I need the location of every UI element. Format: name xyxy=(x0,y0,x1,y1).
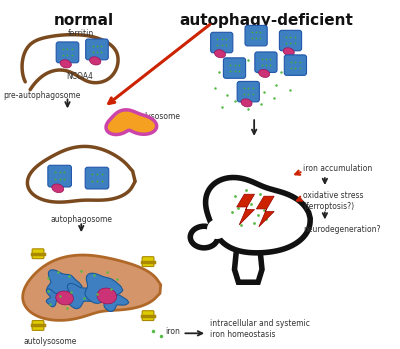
Polygon shape xyxy=(46,289,68,307)
Polygon shape xyxy=(47,270,82,299)
Ellipse shape xyxy=(207,220,227,239)
Polygon shape xyxy=(28,147,135,202)
Ellipse shape xyxy=(259,69,270,77)
Polygon shape xyxy=(256,196,274,227)
Ellipse shape xyxy=(90,57,101,65)
Polygon shape xyxy=(234,250,262,282)
Polygon shape xyxy=(106,110,157,134)
FancyBboxPatch shape xyxy=(85,167,109,189)
Text: lysosome: lysosome xyxy=(144,112,180,121)
Text: intracellular and systemic
iron homeostasis: intracellular and systemic iron homeosta… xyxy=(210,319,310,340)
Ellipse shape xyxy=(52,184,64,193)
Ellipse shape xyxy=(97,288,116,304)
Text: ferritin: ferritin xyxy=(68,29,94,38)
FancyBboxPatch shape xyxy=(48,165,72,187)
Text: pre-autophagosome: pre-autophagosome xyxy=(4,91,81,100)
FancyBboxPatch shape xyxy=(56,42,79,63)
Text: NCOA4: NCOA4 xyxy=(66,72,93,81)
FancyBboxPatch shape xyxy=(142,311,154,320)
FancyBboxPatch shape xyxy=(255,52,277,72)
FancyBboxPatch shape xyxy=(142,257,154,267)
Text: autophagosome: autophagosome xyxy=(50,215,112,224)
Ellipse shape xyxy=(283,48,294,56)
Polygon shape xyxy=(23,255,161,320)
Text: iron: iron xyxy=(165,327,180,336)
FancyBboxPatch shape xyxy=(284,55,306,75)
FancyBboxPatch shape xyxy=(32,320,44,331)
Text: neurodegeneration?: neurodegeneration? xyxy=(303,225,381,234)
FancyBboxPatch shape xyxy=(32,249,44,259)
Ellipse shape xyxy=(60,60,71,68)
Text: oxidative stress
(ferroptosis?): oxidative stress (ferroptosis?) xyxy=(303,191,364,211)
Text: autophagy-deficient: autophagy-deficient xyxy=(179,13,353,28)
Text: iron accumulation: iron accumulation xyxy=(303,164,372,173)
Ellipse shape xyxy=(214,50,226,58)
FancyBboxPatch shape xyxy=(279,30,302,51)
FancyBboxPatch shape xyxy=(223,58,246,78)
FancyBboxPatch shape xyxy=(237,81,259,102)
Polygon shape xyxy=(237,194,254,225)
Ellipse shape xyxy=(241,99,252,107)
FancyBboxPatch shape xyxy=(211,32,233,53)
Polygon shape xyxy=(104,290,129,311)
FancyBboxPatch shape xyxy=(245,25,267,46)
Polygon shape xyxy=(206,178,310,253)
Polygon shape xyxy=(85,273,123,303)
FancyBboxPatch shape xyxy=(86,39,108,60)
Text: autolysosome: autolysosome xyxy=(23,337,76,346)
Ellipse shape xyxy=(56,291,73,305)
Polygon shape xyxy=(66,283,98,309)
Ellipse shape xyxy=(190,226,218,248)
Text: normal: normal xyxy=(54,13,114,28)
